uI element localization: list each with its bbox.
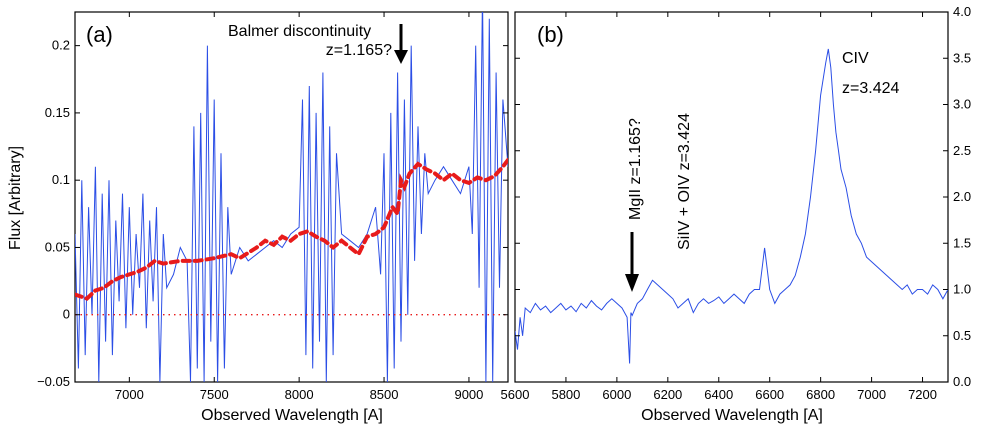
panel-a-x-tick-label: 8500 [370, 387, 399, 402]
panel-a-y-tick-label: 0.05 [45, 239, 70, 254]
panel-a-x-tick-label: 9000 [454, 387, 483, 402]
panel-a-plot-area [75, 12, 508, 382]
panel-b-x-tick-label: 5600 [501, 387, 530, 402]
balmer-annotation-line1: Balmer discontinuity [228, 23, 371, 40]
panel-b-x-tick-label: 7200 [908, 387, 937, 402]
panel-b-x-tick-label: 6000 [602, 387, 631, 402]
panel-b-y-ticks: 0.0 0.5 1.0 1.5 2.0 2.5 3.0 3.5 4.0 [515, 4, 971, 389]
panel-b-y-tick-label: 0.5 [953, 328, 971, 343]
panel-b-y-tick-label: 1.5 [953, 235, 971, 250]
panel-a-y-tick-label: 0 [63, 307, 70, 322]
siiv-oiv-label: SiIV + OIV z=3.424 [676, 113, 693, 250]
mgii-label: MgII z=1.165? [627, 118, 644, 220]
panel-a-label: (a) [86, 22, 113, 47]
panel-b-x-tick-label: 6200 [653, 387, 682, 402]
panel-b-y-tick-label: 1.0 [953, 282, 971, 297]
panel-a-y-tick-label: 0.1 [52, 172, 70, 187]
panel-b-y-tick-label: 3.0 [953, 97, 971, 112]
panel-b-y-tick-label: 0.0 [953, 374, 971, 389]
panel-a-y-tick-label: 0.15 [45, 105, 70, 120]
panel-b-series-observed-spectrum [515, 48, 948, 364]
panel-b-label: (b) [537, 22, 564, 47]
panel-b-frame [514, 11, 949, 383]
panel-a-x-tick-label: 8000 [285, 387, 314, 402]
panel-a-frame [74, 11, 509, 383]
panel-b-y-tick-label: 2.5 [953, 143, 971, 158]
panel-a-x-axis-label: Observed Wavelength [A] [201, 407, 383, 424]
mgii-arrow-icon [625, 232, 639, 292]
panel-b-x-tick-label: 5800 [551, 387, 580, 402]
panel-a-y-axis-label: Flux [Arbitrary] [7, 146, 24, 250]
panel-b-y-tick-label: 3.5 [953, 50, 971, 65]
civ-redshift-label: z=3.424 [842, 80, 899, 97]
panel-b-x-tick-label: 6800 [806, 387, 835, 402]
panel-b-y-tick-label: 4.0 [953, 4, 971, 19]
panel-a-y-tick-label: −0.05 [37, 374, 70, 389]
panel-b: 5600 5800 6000 6200 6400 6600 6800 7000 7200 0.0… [501, 4, 972, 424]
panel-b-x-tick-label: 6600 [755, 387, 784, 402]
balmer-arrow-icon [394, 24, 408, 64]
panel-b-x-ticks: 5600 5800 6000 6200 6400 6600 6800 7000 7200 [501, 12, 937, 402]
panel-a-series-observed-spectrum [75, 12, 508, 382]
panel-b-x-tick-label: 7000 [857, 387, 886, 402]
panel-a: 7000 7500 8000 8500 9000 −0.05 0 0.05 0.1 0.15 0.… [7, 11, 509, 424]
balmer-annotation-line2: z=1.165? [326, 42, 392, 59]
panel-b-x-tick-label: 6400 [704, 387, 733, 402]
panel-b-x-axis-label: Observed Wavelength [A] [641, 407, 823, 424]
panel-a-x-tick-label: 7000 [115, 387, 144, 402]
panel-a-x-tick-label: 7500 [200, 387, 229, 402]
panel-a-y-ticks: −0.05 0 0.05 0.1 0.15 0.2 [37, 38, 508, 389]
civ-label: CIV [842, 50, 869, 67]
panel-a-series-model [75, 158, 508, 301]
panel-b-y-tick-label: 2.0 [953, 189, 971, 204]
panel-a-y-tick-label: 0.2 [52, 38, 70, 53]
panel-b-plot-area [515, 48, 948, 364]
panel-a-x-ticks: 7000 7500 8000 8500 9000 [115, 12, 483, 402]
